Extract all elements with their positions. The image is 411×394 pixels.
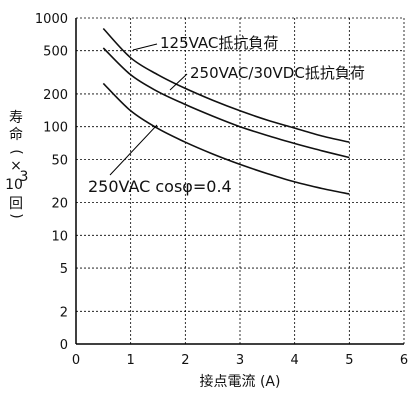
x-tick-label: 1 [127, 353, 135, 368]
leader-125vac [132, 43, 158, 51]
series-line-0 [102, 27, 350, 143]
y-tick-label: 500 [43, 45, 68, 60]
annotation-250vac-30vdc: 250VAC/30VDC抵抗負荷 [190, 64, 365, 82]
y-tick-label: 2 [60, 305, 68, 320]
x-axis-label: 接点電流 (A) [200, 373, 281, 390]
x-tick-label: 3 [236, 353, 244, 368]
x-tick-label: 5 [345, 353, 353, 368]
ylabel-char-0: 寿 [9, 109, 23, 126]
y-tick-label: 1000 [35, 12, 68, 27]
ylabel-char-4: 10 [5, 177, 23, 193]
x-tick-label: 0 [72, 353, 80, 368]
ylabel-char-3: × [10, 158, 22, 174]
series-line-2 [102, 82, 350, 195]
annotation-125vac: 125VAC抵抗負荷 [160, 34, 278, 52]
y-tick-label: 50 [51, 153, 68, 168]
series-lines [102, 27, 350, 195]
grid [76, 17, 405, 344]
x-tick-labels: 0 1 2 3 4 5 6 [72, 353, 408, 368]
y-axis-label: 寿 命 ( × 10 3 回 ) [5, 109, 28, 219]
series-line-1 [102, 47, 350, 159]
ylabel-char-2: ( [8, 149, 24, 154]
y-tick-labels: 0 2 5 10 20 50 100 200 500 1000 [35, 12, 68, 353]
x-tick-label: 4 [291, 353, 299, 368]
ylabel-char-7: ) [8, 213, 24, 218]
y-tick-label: 10 [51, 229, 68, 244]
y-tick-label: 200 [43, 88, 68, 103]
y-tick-label: 0 [60, 338, 68, 353]
y-tick-label: 100 [43, 121, 68, 136]
axes [75, 18, 404, 345]
ylabel-char-1: 命 [9, 126, 23, 143]
ylabel-char-6: 回 [9, 196, 23, 212]
y-tick-label: 5 [60, 262, 68, 277]
annotation-250vac-cos: 250VAC cosφ=0.4 [88, 177, 232, 196]
leader-250vac-30vdc [169, 73, 188, 91]
leader-250vac-cos [109, 124, 158, 176]
x-tick-label: 2 [181, 353, 189, 368]
y-tick-label: 20 [51, 197, 68, 212]
annotations: 125VAC抵抗負荷 250VAC/30VDC抵抗負荷 250VAC cosφ=… [88, 34, 365, 196]
x-tick-label: 6 [400, 353, 408, 368]
ylabel-char-5: 3 [20, 169, 29, 185]
